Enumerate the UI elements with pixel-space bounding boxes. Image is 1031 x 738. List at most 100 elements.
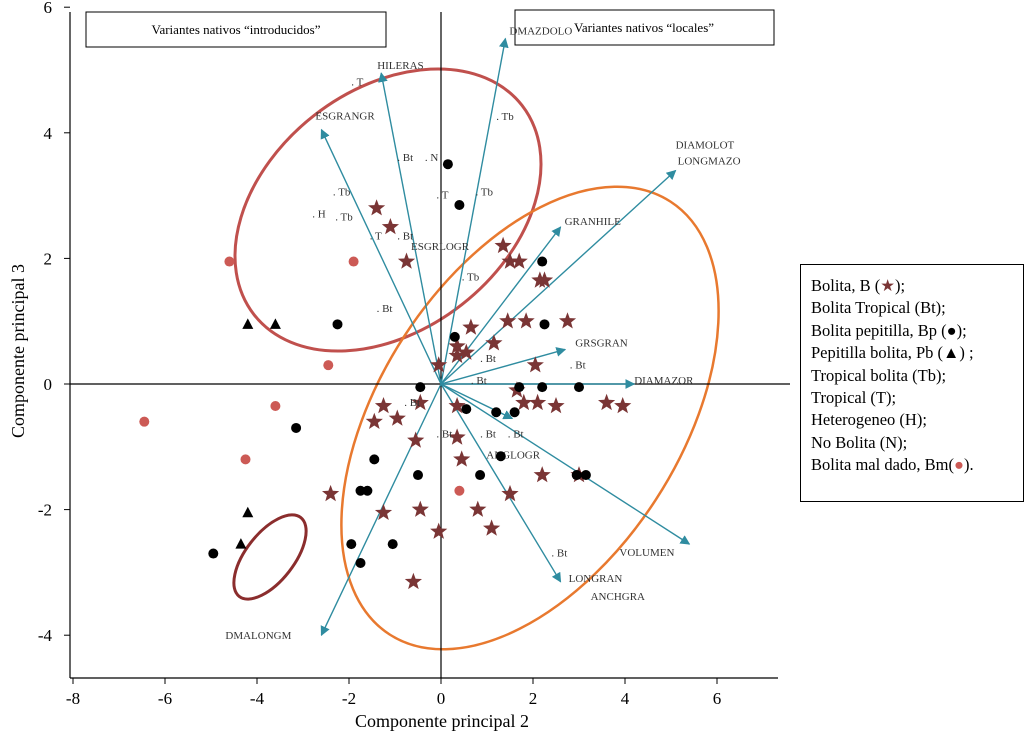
point-bolita-b [448,428,466,445]
point-bolita-b [404,572,422,590]
x-tick-label: 6 [713,689,722,708]
point-bolita-b [515,393,533,411]
y-tick-label: 4 [44,124,53,143]
data-points [139,159,632,590]
ellipse-local-group [340,185,720,651]
point-bolita-pepitilla-bp [413,470,423,481]
point-label: . T [370,231,382,243]
point-bolita-b [547,397,565,414]
loading-vectors: DMAZDOLO HILERAS ESGRANGR DIAMOLOT LONGMAZO G… [225,26,740,643]
point-label: . Tb [462,271,480,283]
point-label: . Bt [480,428,496,440]
point-bolita-b [558,312,577,329]
vector-label: DMAZDOLO [509,26,572,38]
point-bolita-b [499,312,517,329]
vector-label: VOLUMEN [619,547,674,559]
point-bolita-pepitilla-bp [491,407,502,418]
header-text-locales: Variantes nativos “locales” [574,20,714,35]
point-bolita-b [365,412,383,429]
header-box-introducidos: Variantes nativos “introducidos” [85,11,387,48]
point-label: . Tb [476,187,494,199]
point-bolita-mal-dado-bm [139,416,150,427]
vector-arrow [440,37,509,385]
vector-label: DIAMOLOT [676,139,735,151]
point-bolita-pepitilla-bp [415,382,426,393]
vector-label: GRSGRAN [575,337,628,349]
point-bolita-b [397,252,416,269]
point-bolita-pepitilla-bp [208,548,219,559]
point-bolita-pepitilla-bp [495,451,506,462]
point-label: . Bt [404,397,420,409]
y-tick-label: 6 [44,0,53,17]
point-bolita-pepitilla-bp [346,539,357,550]
legend-item-bolita: Bolita, B (★); [811,276,906,295]
y-tick-label: -2 [38,501,52,520]
point-pepitilla-bolita-pb [242,506,254,518]
point-bolita-b [374,503,393,520]
point-label: . T [436,190,448,202]
x-tick-label: 2 [529,689,538,708]
point-bolita-b [483,519,501,536]
biplot-chart: Variantes nativos “introducidos” Variant… [8,0,790,731]
point-bolita-b [448,337,466,354]
vector-arrow [320,128,442,385]
vector-label: ESGRANGR [315,111,375,123]
point-bolita-pepitilla-bp [355,485,366,496]
point-bolita-pepitilla-bp [574,382,584,393]
legend-item-bolita-tropical: Bolita Tropical (Bt); [811,298,946,318]
vector-arrow [440,383,562,583]
point-bolita-pepitilla-bp [355,557,366,568]
black-dot-icon: ● [946,320,957,340]
point-bolita-mal-dado-bm [240,454,251,465]
point-label: . Bt [508,428,524,440]
red-dot-icon: ● [953,455,964,475]
point-bolita-b [510,252,528,269]
vector-arrow [378,72,442,385]
point-bolita-pepitilla-bp [537,382,548,393]
legend-item-bolita-pepitilla: Bolita pepitilla, Bp (●); [811,320,967,340]
point-bolita-b [494,236,512,254]
vector-label: DIAMAZOR [634,375,694,387]
point-bolita-mal-dado-bm [323,360,334,371]
point-bolita-pepitilla-bp [514,382,525,393]
point-bolita-b [526,356,544,373]
point-label: . H [312,209,326,221]
point-bolita-b [614,397,632,414]
ellipse-small-group [232,513,308,601]
point-bolita-b [430,522,448,539]
vector-arrow [440,169,677,385]
point-bolita-b [374,397,393,414]
point-bolita-pepitilla-bp [442,159,453,170]
point-bolita-b [411,500,429,517]
legend-item-no-bolita: No Bolita (N); [811,432,908,452]
point-label: . T [351,77,363,89]
point-bolita-b [381,218,399,235]
point-bolita-pepitilla-bp [537,256,548,267]
triangle-icon: ▲ [943,343,960,363]
point-label: . Bt [480,353,496,365]
axes: -8 -6 -4 -2 0 2 4 6 -4 -2 0 2 4 6 [38,0,790,708]
point-label: . Bt [377,303,393,315]
point-label: . Tb [335,212,353,224]
vector-label: ANCHGRA [591,591,645,603]
point-bolita-b [485,334,503,351]
x-tick-label: -8 [66,689,80,708]
vector-label: LONGRAN [569,573,623,585]
point-label: . Tb [333,187,351,199]
point-bolita-mal-dado-bm [270,400,281,411]
point-bolita-mal-dado-bm [348,256,359,267]
star-icon: ★ [880,276,896,295]
legend-item-pepitilla-bolita: Pepitilla bolita, Pb (▲) ; [811,343,974,363]
point-bolita-b [388,409,406,426]
point-label: . Bt [471,375,487,387]
ellipse-introduced-group [233,67,543,353]
point-bolita-b [598,393,616,411]
vector-arrow [320,383,442,637]
point-bolita-b [462,318,480,335]
point-pepitilla-bolita-pb [242,318,254,329]
point-bolita-pepitilla-bp [387,539,398,550]
point-bolita-pepitilla-bp [454,200,465,211]
point-pepitilla-bolita-pb [269,318,281,329]
vector-label: GRANHILE [565,216,621,228]
point-bolita-b [533,466,551,483]
